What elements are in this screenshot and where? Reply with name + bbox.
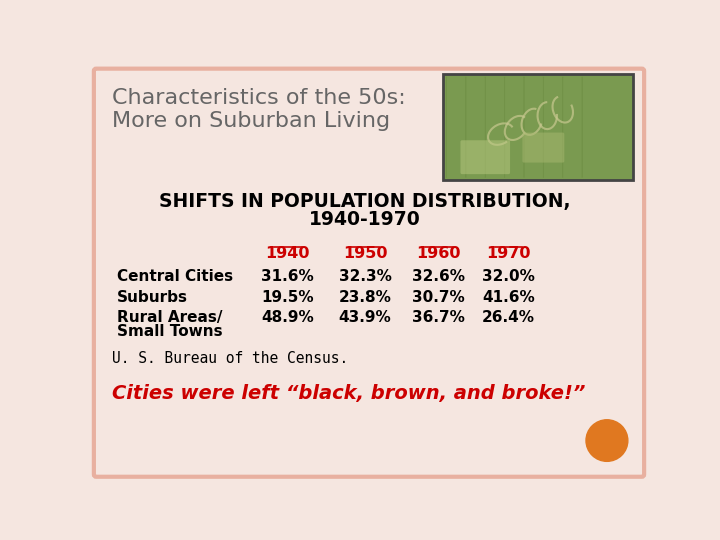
Text: SHIFTS IN POPULATION DISTRIBUTION,: SHIFTS IN POPULATION DISTRIBUTION, [159,192,571,211]
Text: 26.4%: 26.4% [482,310,535,326]
Text: 1970: 1970 [486,246,531,261]
Text: 19.5%: 19.5% [261,289,314,305]
Text: More on Suburban Living: More on Suburban Living [112,111,390,131]
Text: Suburbs: Suburbs [117,289,188,305]
FancyBboxPatch shape [94,69,644,477]
Text: 43.9%: 43.9% [338,310,392,326]
Text: Cities were left “black, brown, and broke!”: Cities were left “black, brown, and brok… [112,384,585,403]
Text: 36.7%: 36.7% [413,310,465,326]
Text: Central Cities: Central Cities [117,269,233,284]
Text: Rural Areas/: Rural Areas/ [117,310,222,326]
Text: 41.6%: 41.6% [482,289,535,305]
Text: 23.8%: 23.8% [338,289,392,305]
Circle shape [586,420,628,461]
Text: Small Towns: Small Towns [117,323,222,339]
FancyBboxPatch shape [461,140,510,174]
Bar [443,74,632,180]
Text: 1960: 1960 [416,246,461,261]
FancyBboxPatch shape [523,132,564,163]
Text: 31.6%: 31.6% [261,269,314,284]
Text: U. S. Bureau of the Census.: U. S. Bureau of the Census. [112,351,348,366]
Text: 32.0%: 32.0% [482,269,535,284]
Text: 30.7%: 30.7% [413,289,465,305]
Text: 1950: 1950 [343,246,387,261]
Text: 48.9%: 48.9% [261,310,314,326]
Text: Characteristics of the 50s:: Characteristics of the 50s: [112,88,405,108]
Text: 32.3%: 32.3% [338,269,392,284]
Text: 32.6%: 32.6% [413,269,465,284]
Text: 1940: 1940 [266,246,310,261]
Text: 1940-1970: 1940-1970 [310,210,421,228]
